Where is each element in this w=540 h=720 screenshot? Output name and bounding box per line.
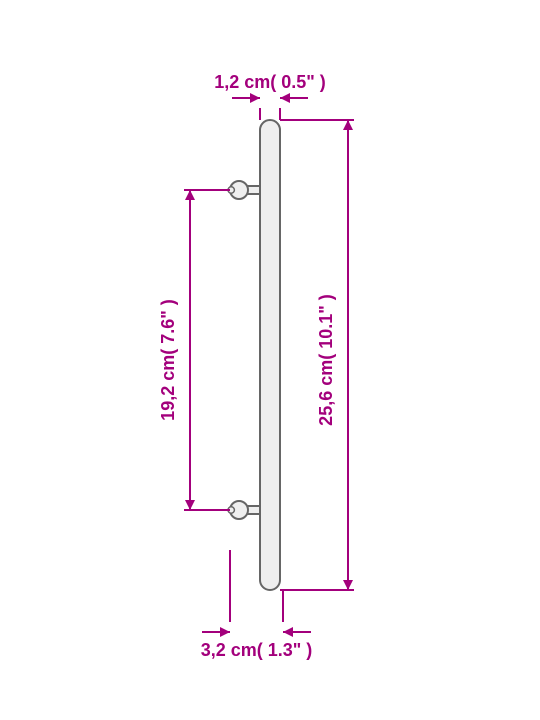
arrowhead [343,580,353,590]
dim-depth-label: 3,2 cm( 1.3" ) [201,640,313,660]
arrowhead [343,120,353,130]
arrowhead [283,627,293,637]
dim-diameter-label: 1,2 cm( 0.5" ) [214,72,326,92]
arrowhead [250,93,260,103]
dim-ctc-label: 19,2 cm( 7.6" ) [158,299,178,421]
arrowhead [220,627,230,637]
arrowhead [185,190,195,200]
dim-height-label: 25,6 cm( 10.1" ) [316,294,336,426]
arrowhead [185,500,195,510]
arrowhead [280,93,290,103]
handle-bar [260,120,280,590]
